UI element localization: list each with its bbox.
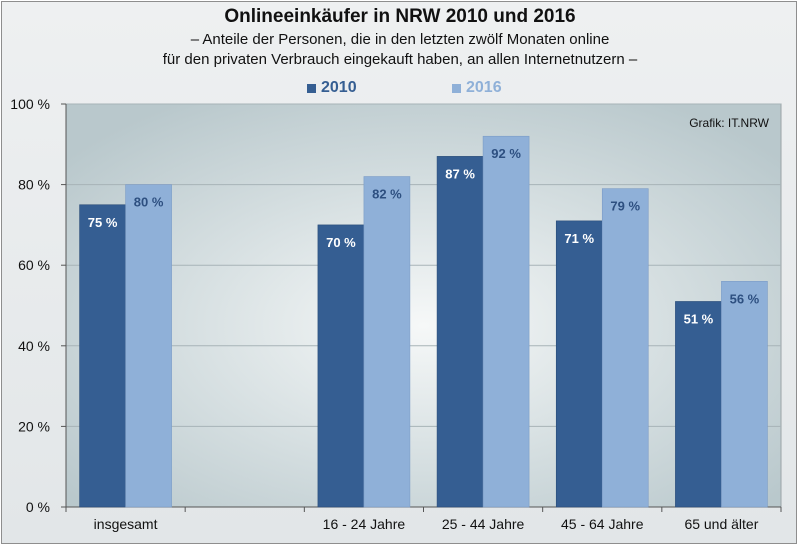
chart-subtitle-line-1: – Anteile der Personen, die in den letzt… <box>190 31 610 48</box>
bar-2016 <box>125 184 172 508</box>
legend-label-2010: 2010 <box>321 79 357 96</box>
chart-subtitle-line-2: für den privaten Verbrauch eingekauft ha… <box>162 51 638 68</box>
y-tick-label: 60 % <box>18 257 50 273</box>
bar-2010 <box>675 301 722 508</box>
y-tick-label: 100 % <box>10 96 50 112</box>
bar-2016 <box>482 135 530 508</box>
plot-area <box>65 103 782 508</box>
x-tick-label: 16 - 24 Jahre <box>323 516 406 532</box>
x-tick-label: 25 - 44 Jahre <box>442 516 525 532</box>
axes: 0 % 20 % 40 % 60 % 80 % 100 % insgesamt 16 - 24… <box>10 96 782 532</box>
data-label-2016: 79 % <box>610 199 640 214</box>
x-tick-label: insgesamt <box>94 516 158 532</box>
legend-swatch-2016 <box>452 83 461 93</box>
gridlines <box>66 103 781 427</box>
legend-swatch-2010 <box>307 83 316 93</box>
data-label-2010: 70 % <box>326 235 356 250</box>
y-tick-label: 20 % <box>18 418 50 434</box>
bar-2010 <box>555 220 603 508</box>
chart-credit: Grafik: IT.NRW <box>689 116 769 130</box>
legend-label-2016: 2016 <box>466 79 502 96</box>
bar-2016 <box>363 176 411 508</box>
chart-title: Onlineeinkäufer in NRW 2010 und 2016 <box>224 6 576 27</box>
bar-2010 <box>436 156 484 508</box>
data-label-2016: 82 % <box>372 187 402 202</box>
legend-item-2016: 2016 <box>452 79 502 97</box>
data-label-2010: 51 % <box>684 311 714 326</box>
bar-2016 <box>721 281 768 508</box>
data-label-2016: 92 % <box>491 146 521 161</box>
bars <box>79 135 768 508</box>
x-tick-label: 45 - 64 Jahre <box>561 516 644 532</box>
data-label-2016: 80 % <box>134 195 164 210</box>
y-tick-label: 0 % <box>26 499 50 515</box>
x-tick-label: 65 und älter <box>684 516 758 532</box>
data-labels: 75 % 80 % 70 % 82 % 87 % 92 % 71 % 79 % 51 % 56 % <box>88 146 760 326</box>
legend-item-2010: 2010 <box>307 79 357 97</box>
bar-2016 <box>601 188 649 508</box>
data-label-2010: 71 % <box>564 231 594 246</box>
bar-2010 <box>317 224 365 508</box>
data-label-2010: 87 % <box>445 166 475 181</box>
data-label-2016: 56 % <box>730 291 760 306</box>
y-tick-label: 40 % <box>18 338 50 354</box>
bar-2010 <box>79 204 126 508</box>
data-label-2010: 75 % <box>88 215 118 230</box>
y-tick-label: 80 % <box>18 177 50 193</box>
